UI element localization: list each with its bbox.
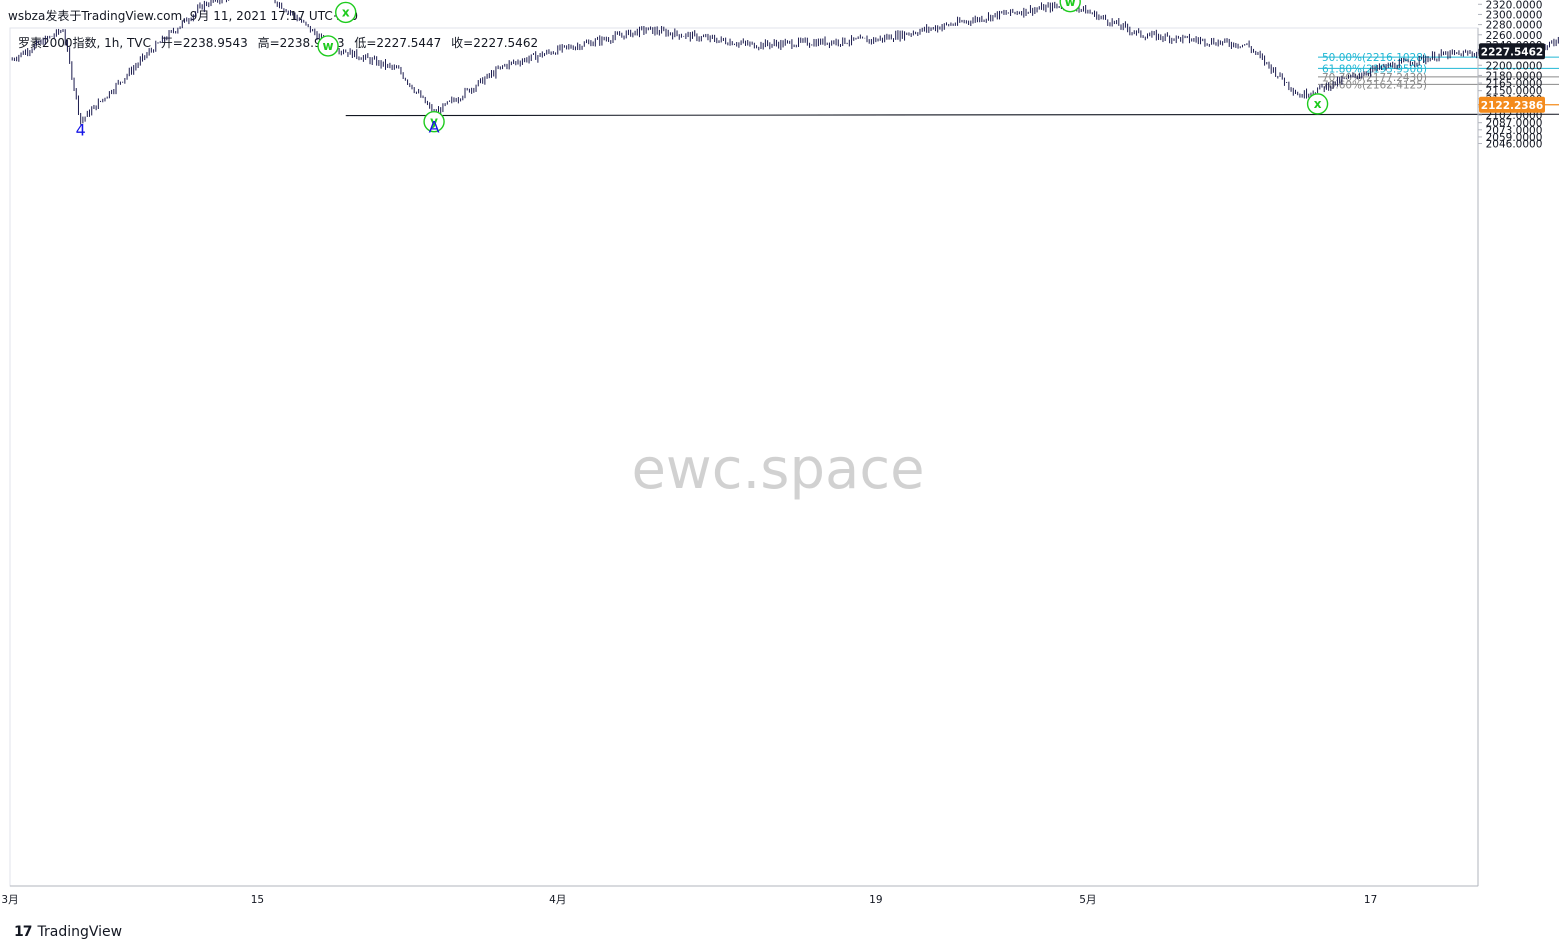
open-value: 开=2238.9543 xyxy=(160,36,248,50)
y-tick-label: 2320.0000 xyxy=(1486,0,1543,11)
y-tick-label: 2280.0000 xyxy=(1486,20,1543,32)
wave-label-x: x xyxy=(342,5,350,19)
wave-circle-w xyxy=(1059,0,1081,13)
wave-label-y: y xyxy=(430,115,438,129)
y-tick-label: 2165.0000 xyxy=(1486,78,1543,90)
x-tick-label: 17 xyxy=(1364,894,1377,906)
wave-circle-y xyxy=(423,110,445,133)
wave-circle-x xyxy=(1306,93,1329,115)
symbol-bar: 罗素2000指数, 1h, TVC 开=2238.9543 高=2238.954… xyxy=(18,34,544,51)
y-tick-label: 2046.0000 xyxy=(1486,139,1543,151)
fib-label: 50.00%(2216.1028) xyxy=(1322,52,1427,64)
y-tick-label: 2300.0000 xyxy=(1486,9,1543,21)
x-tick-label: 4月 xyxy=(549,894,566,906)
x-tick-label: 15 xyxy=(251,894,264,906)
wave-label-w: w xyxy=(1065,0,1076,9)
close-value: 收=2227.5462 xyxy=(451,36,539,50)
watermark: ewc.space xyxy=(631,437,924,502)
x-tick-label: 3月 xyxy=(1,894,18,906)
y-tick-label: 2073.0000 xyxy=(1486,125,1543,137)
symbol-name[interactable]: 罗素2000指数, 1h, TVC xyxy=(18,36,151,50)
y-tick-label: 2340.0000 xyxy=(1486,0,1543,1)
publish-header: wsbza发表于TradingView.com, 9月 11, 2021 17:… xyxy=(8,9,359,23)
price-tag-bg xyxy=(1479,96,1545,113)
low-value: 低=2227.5447 xyxy=(354,36,442,50)
wave-label-4: 4 xyxy=(76,120,86,139)
wave-label-w: w xyxy=(323,39,334,53)
tradingview-logo-icon: 17 xyxy=(14,924,33,940)
footer-brand-text: TradingView xyxy=(37,924,123,940)
last-price-tag: 2227.5462 xyxy=(1481,46,1543,58)
wave-circle-w xyxy=(317,35,339,57)
y-tick-label: 2150.0000 xyxy=(1486,86,1543,98)
trendline[interactable] xyxy=(345,113,1559,117)
y-tick-label: 2200.0000 xyxy=(1486,60,1543,72)
fib-label: 78.60%(2162.4125) xyxy=(1322,79,1427,91)
wave-circle-x xyxy=(335,1,357,24)
y-tick-label: 2059.0000 xyxy=(1486,132,1543,144)
x-tick-label: 19 xyxy=(869,894,882,906)
footer-brand[interactable]: 17 TradingView xyxy=(14,924,122,940)
y-tick-label: 2260.0000 xyxy=(1486,30,1543,42)
price-tag-label: 2122.2386 xyxy=(1481,100,1543,112)
y-tick-label: 2180.0000 xyxy=(1486,70,1543,82)
wave-label-A: A xyxy=(429,117,440,136)
wave-label-x: x xyxy=(1314,97,1322,111)
x-tick-label: 5月 xyxy=(1079,894,1096,906)
y-tick-label: 2102.0000 xyxy=(1486,110,1543,122)
last-price-tag-bg xyxy=(1479,43,1545,60)
y-tick-label: 2087.0000 xyxy=(1486,118,1543,130)
